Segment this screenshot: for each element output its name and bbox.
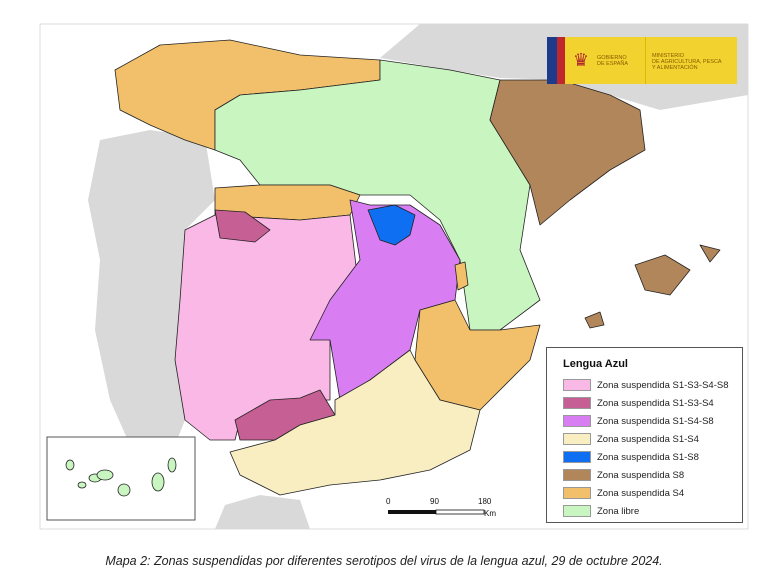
region-s1s4-south	[229, 349, 481, 496]
ministry-line2: DE AGRICULTURA, PESCA	[652, 59, 722, 65]
legend-label: Zona libre	[597, 505, 640, 517]
canary-islands	[65, 457, 177, 497]
legend-title: Lengua Azul	[563, 358, 628, 370]
region-s1s8	[367, 204, 416, 246]
red-stripe	[557, 37, 565, 84]
portugal-land	[88, 130, 215, 445]
eu-flag-stripe	[547, 37, 557, 84]
legend-item: Zona suspendida S1-S8	[563, 450, 699, 464]
legend-item: Zona suspendida S1-S4-S8	[563, 414, 714, 428]
legend-label: Zona suspendida S4	[597, 487, 685, 499]
region-s8-east	[489, 79, 646, 226]
legend-label: Zona suspendida S1-S3-S4-S8	[597, 379, 729, 391]
legend-item: Zona suspendida S1-S4	[563, 432, 699, 446]
legend-item: Zona libre	[563, 504, 639, 518]
map-caption: Mapa 2: Zonas suspendidas por diferentes…	[105, 554, 663, 568]
legend-label: Zona suspendida S8	[597, 469, 685, 481]
coat-of-arms-icon: ♛	[572, 50, 590, 70]
legend-swatch	[563, 433, 591, 445]
logo-line1: GOBIERNO	[597, 55, 627, 61]
region-s4-southeast	[414, 261, 541, 411]
ministry-text: MINISTERIO DE AGRICULTURA, PESCA Y ALIME…	[646, 37, 722, 84]
legend-swatch	[563, 451, 591, 463]
scale-0: 0	[386, 497, 391, 506]
scale-90: 90	[430, 497, 439, 506]
legend-item: Zona suspendida S1-S3-S4-S8	[563, 378, 729, 392]
legend-swatch	[563, 397, 591, 409]
legend-swatch	[563, 505, 591, 517]
gobierno-text: GOBIERNO DE ESPAÑA	[597, 37, 646, 84]
legend-label: Zona suspendida S1-S8	[597, 451, 699, 463]
legend-item: Zona suspendida S4	[563, 486, 684, 500]
logo-line2: DE ESPAÑA	[597, 61, 629, 67]
legend-item: Zona suspendida S1-S3-S4	[563, 396, 714, 410]
legend-label: Zona suspendida S1-S4-S8	[597, 415, 714, 427]
ministry-line1: MINISTERIO	[652, 53, 685, 59]
map-legend: Lengua Azul Zona suspendida S1-S3-S4-S8 Z…	[546, 347, 743, 523]
canary-inset	[46, 436, 196, 521]
legend-swatch	[563, 415, 591, 427]
region-s8-balearic	[584, 244, 721, 329]
legend-swatch	[563, 469, 591, 481]
africa-land	[215, 495, 310, 529]
region-s1s3s4-nw	[214, 209, 271, 243]
government-logo: ♛ GOBIERNO DE ESPAÑA MINISTERIO DE AGRIC…	[547, 37, 737, 84]
legend-label: Zona suspendida S1-S4	[597, 433, 699, 445]
scale-180: 180	[478, 497, 492, 506]
legend-swatch	[563, 379, 591, 391]
legend-item: Zona suspendida S8	[563, 468, 684, 482]
legend-label: Zona suspendida S1-S3-S4	[597, 397, 714, 409]
scale-unit: Km	[484, 509, 496, 518]
ministry-line3: Y ALIMENTACIÓN	[652, 65, 698, 71]
scale-bar	[388, 509, 485, 515]
legend-swatch	[563, 487, 591, 499]
